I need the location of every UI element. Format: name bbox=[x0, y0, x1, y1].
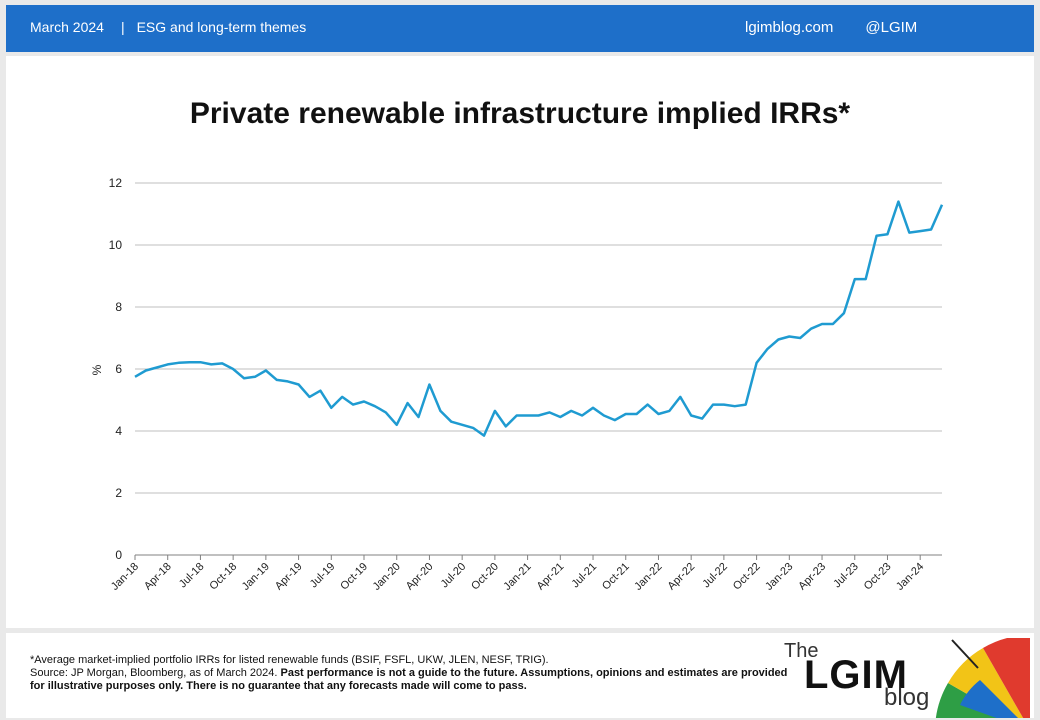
x-tick-label: Jul-20 bbox=[439, 561, 469, 591]
logo-blog: blog bbox=[884, 684, 930, 711]
x-tick-label: Apr-21 bbox=[535, 561, 567, 593]
footnote-funds: *Average market-implied portfolio IRRs f… bbox=[30, 654, 549, 666]
x-tick-label: Jan-23 bbox=[763, 561, 795, 593]
x-tick-label: Jan-19 bbox=[240, 561, 272, 593]
header-right: lgimblog.com @LGIM bbox=[745, 19, 917, 36]
x-tick-label: Oct-18 bbox=[207, 561, 239, 593]
footer-panel bbox=[6, 633, 1034, 718]
footnote-source: Source: JP Morgan, Bloomberg, as of Marc… bbox=[30, 667, 790, 693]
y-tick-label: 4 bbox=[115, 424, 122, 438]
header-left: March 2024 | ESG and long-term themes bbox=[30, 19, 306, 35]
source-text: Source: JP Morgan, Bloomberg, as of Marc… bbox=[30, 667, 281, 679]
y-tick-label: 0 bbox=[115, 548, 122, 562]
x-tick-label: Jul-19 bbox=[308, 561, 338, 591]
x-tick-label: Apr-18 bbox=[142, 561, 174, 593]
y-tick-labels: 0 2 4 6 8 10 12 bbox=[109, 176, 123, 562]
x-tick-label: Jan-24 bbox=[894, 561, 926, 593]
x-tick-label: Apr-19 bbox=[273, 561, 305, 593]
x-tick-label: Oct-19 bbox=[338, 561, 370, 593]
header-separator: | bbox=[120, 19, 125, 35]
x-tick-label: Apr-20 bbox=[404, 561, 436, 593]
x-tick-label: Oct-20 bbox=[469, 561, 501, 593]
lgim-blog-logo[interactable]: The LGIM blog bbox=[780, 638, 1030, 718]
x-tick-label: Apr-23 bbox=[796, 561, 828, 593]
y-tick-label: 8 bbox=[115, 300, 122, 314]
x-tick-labels: Jan-18 Apr-18 Jul-18 Oct-18 Jan-19 Apr-19 Jul-… bbox=[109, 561, 926, 593]
umbrella-icon bbox=[935, 638, 1030, 718]
x-tick-label: Jul-21 bbox=[569, 561, 599, 591]
x-tick-label: Jul-23 bbox=[831, 561, 861, 591]
x-tick-label: Jan-20 bbox=[371, 561, 403, 593]
y-tick-label: 2 bbox=[115, 486, 122, 500]
x-tick-label: Jan-18 bbox=[109, 561, 141, 593]
header-theme[interactable]: ESG and long-term themes bbox=[136, 19, 307, 35]
x-tick-label: Jul-22 bbox=[700, 561, 730, 591]
disclaimer-text: Past performance is not a guide to the f… bbox=[30, 667, 788, 692]
x-tick-label: Jul-18 bbox=[177, 561, 207, 591]
logo-lgim: LGIM bbox=[804, 653, 908, 697]
y-axis-label: % bbox=[90, 364, 104, 375]
y-tick-label: 10 bbox=[109, 238, 123, 252]
y-tick-label: 6 bbox=[115, 362, 122, 376]
x-tick-label: Jan-21 bbox=[501, 561, 533, 593]
x-tick-label: Oct-21 bbox=[600, 561, 632, 593]
site-link[interactable]: lgimblog.com bbox=[745, 19, 834, 36]
header-bar: March 2024 | ESG and long-term themes lgim… bbox=[6, 5, 1034, 52]
x-tick-label: Oct-23 bbox=[862, 561, 894, 593]
y-tick-label: 12 bbox=[109, 176, 123, 190]
series-line bbox=[134, 200, 944, 437]
x-tick-label: Oct-22 bbox=[731, 561, 763, 593]
footnotes: *Average market-implied portfolio IRRs f… bbox=[30, 654, 790, 693]
x-tick-marks bbox=[134, 555, 921, 560]
grid-lines bbox=[135, 182, 942, 494]
chart-panel bbox=[6, 56, 1034, 628]
twitter-handle-link[interactable]: @LGIM bbox=[865, 19, 918, 36]
header-date: March 2024 bbox=[30, 19, 104, 35]
chart-title: Private renewable infrastructure implied… bbox=[189, 97, 851, 130]
logo-the: The bbox=[784, 640, 819, 662]
x-tick-label: Jan-22 bbox=[632, 561, 664, 593]
x-tick-label: Apr-22 bbox=[665, 561, 697, 593]
